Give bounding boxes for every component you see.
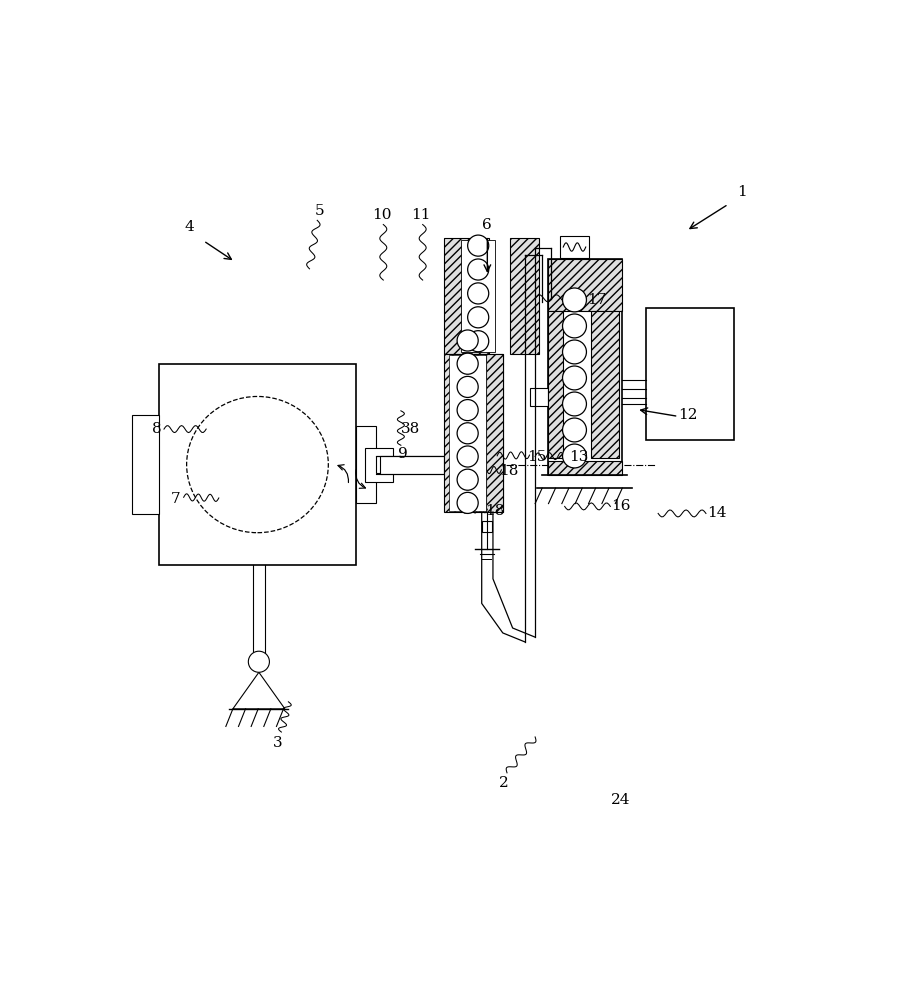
Text: 1: 1 [737,185,747,199]
Bar [548,259,621,475]
Bar [486,354,502,512]
Circle shape [249,651,269,672]
Bar [132,415,159,514]
Text: 9: 9 [398,447,408,461]
Circle shape [562,288,587,312]
Text: 38: 38 [400,422,420,436]
Circle shape [562,418,587,442]
Bar [530,388,548,406]
Circle shape [468,331,489,352]
Circle shape [457,330,478,351]
Circle shape [468,259,489,280]
Bar [365,448,393,482]
Text: 5: 5 [316,204,325,218]
Bar [159,364,356,565]
Text: 14: 14 [707,506,727,520]
Bar [482,521,492,532]
Text: 24: 24 [611,793,630,807]
Bar [356,426,375,503]
Bar [646,308,734,440]
Circle shape [562,314,587,338]
Bar [449,355,486,511]
Bar [381,456,444,474]
Bar [591,311,619,458]
Circle shape [457,400,478,421]
Circle shape [457,446,478,467]
Text: 17: 17 [588,293,607,307]
Text: 11: 11 [412,208,431,222]
Bar [548,311,563,458]
Text: 8: 8 [152,422,161,436]
Bar [510,238,539,354]
Bar [548,259,621,311]
Circle shape [468,235,489,256]
Text: 2: 2 [499,776,508,790]
Circle shape [562,340,587,364]
Circle shape [562,366,587,390]
Circle shape [562,392,587,416]
Text: 13: 13 [569,450,589,464]
Circle shape [457,423,478,444]
Circle shape [457,376,478,397]
Text: 7: 7 [171,492,180,506]
Bar [375,456,444,473]
Text: 4: 4 [184,220,194,234]
Text: 18: 18 [499,464,518,478]
Text: 12: 12 [678,408,698,422]
Bar [444,238,489,354]
Bar [561,236,589,258]
Text: 15: 15 [527,450,546,464]
Text: 16: 16 [611,499,630,513]
Text: 6: 6 [483,218,493,232]
Text: 3: 3 [273,736,283,750]
Bar [444,354,503,512]
Circle shape [468,307,489,328]
Text: 18: 18 [484,504,504,518]
Circle shape [457,469,478,490]
Bar [448,362,463,473]
Circle shape [457,353,478,374]
Bar [548,461,621,475]
Circle shape [457,492,478,513]
Bar [462,240,495,352]
Circle shape [562,444,587,468]
Circle shape [468,283,489,304]
Text: 10: 10 [372,208,392,222]
